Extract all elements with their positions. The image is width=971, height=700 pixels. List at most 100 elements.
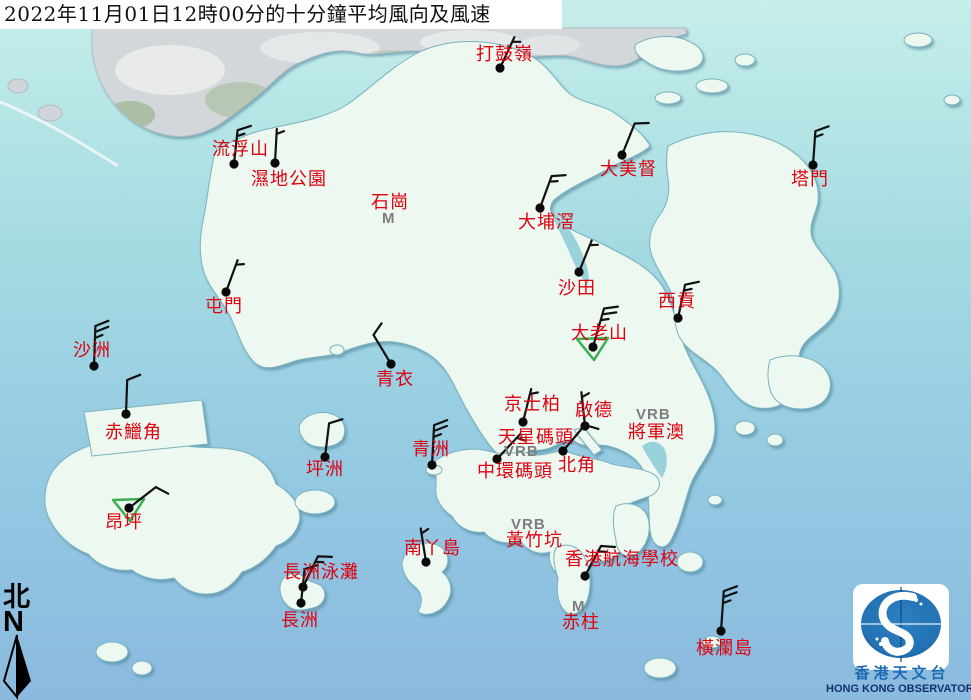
north-label-letter: N — [3, 606, 24, 638]
station-status-text: VRB — [504, 443, 539, 460]
wind-barb — [419, 527, 430, 564]
station-label: 啟德 — [575, 400, 613, 421]
station-label: 赤鱲角 — [105, 422, 162, 443]
wind-barb — [232, 124, 252, 166]
bridge-line — [0, 100, 119, 168]
station-label: 香港航海學校 — [565, 549, 679, 570]
station-label: 中環碼頭 — [477, 461, 553, 482]
station-label: 黃竹坑 — [506, 530, 563, 551]
wind-barb — [538, 174, 567, 210]
stanley-peninsula — [553, 544, 591, 615]
station-dot — [558, 446, 568, 456]
station-label: 橫瀾島 — [696, 638, 753, 659]
wind-barb — [620, 121, 650, 157]
station-dot — [121, 409, 131, 419]
wind-barb — [224, 259, 245, 294]
gust-triangle-marker — [111, 497, 146, 523]
wind-barb — [583, 544, 617, 578]
station-dot — [580, 571, 590, 581]
station-dot — [535, 203, 545, 213]
wind-barb — [498, 36, 522, 70]
station-dot — [808, 160, 818, 170]
wind-barb — [299, 563, 319, 605]
lamma-island — [401, 542, 452, 615]
station-dot — [229, 159, 239, 169]
airport-platform — [83, 399, 209, 457]
wind-barb — [591, 305, 619, 349]
wind-barb — [580, 391, 590, 428]
station-label: 西貢 — [658, 291, 696, 312]
wind-barb — [323, 418, 344, 459]
station-label: 長洲泳灘 — [283, 562, 359, 583]
wind-barb — [561, 423, 600, 453]
hko-logo — [853, 584, 949, 670]
hko-logo-icon — [860, 587, 942, 662]
station-dot — [270, 158, 280, 168]
station-dot — [574, 267, 584, 277]
station-label: 打鼓嶺 — [476, 44, 533, 65]
wind-barb — [127, 486, 170, 510]
hko-name-chinese: 香港天文台 — [854, 665, 950, 682]
station-label: 流浮山 — [212, 139, 269, 160]
station-dot — [716, 626, 726, 636]
station-dot — [495, 63, 505, 73]
station-label: 塔門 — [791, 169, 829, 190]
station-status-text: VRB — [636, 406, 671, 423]
wind-barb — [495, 433, 526, 461]
station-dot — [221, 287, 231, 297]
station-dot — [588, 342, 598, 352]
north-label-cjk: 北 — [3, 582, 30, 613]
station-dot — [296, 598, 306, 608]
compass-needle-icon — [2, 634, 31, 700]
wind-barb — [273, 127, 286, 165]
station-label: 天星碼頭 — [498, 427, 574, 448]
station-dot — [518, 417, 528, 427]
station-label: 北角 — [558, 455, 596, 476]
wind-barb — [301, 555, 333, 589]
wind-barb — [577, 239, 599, 274]
station-label: 坪洲 — [306, 459, 344, 480]
station-label: 石崗 — [371, 192, 409, 213]
station-dot — [617, 150, 627, 160]
hko-name-english: HONG KONG OBSERVATORY — [826, 683, 971, 695]
station-dot — [386, 359, 396, 369]
wind-barb — [811, 125, 830, 167]
station-label: 赤柱 — [562, 612, 600, 633]
station-label: 南丫島 — [404, 538, 461, 559]
wind-barb — [430, 419, 449, 467]
station-label: 濕地公園 — [251, 169, 327, 190]
station-label: 屯門 — [205, 296, 243, 317]
station-dot — [320, 452, 330, 462]
station-dot — [421, 557, 431, 567]
station-label: 大老山 — [571, 323, 628, 344]
station-label: 大美督 — [600, 159, 657, 180]
station-label: 青洲 — [412, 439, 450, 460]
kai-tak-runway — [573, 426, 603, 456]
wind-barb — [676, 280, 700, 320]
station-dot — [124, 503, 134, 513]
station-label: 昂坪 — [105, 512, 143, 533]
wind-barb — [372, 322, 393, 366]
station-label: 大埔滘 — [518, 212, 575, 233]
wind-barb — [124, 373, 142, 416]
wind-barb — [92, 319, 110, 368]
wind-barb — [719, 585, 739, 633]
map-title: 2022年11月01日12時00分的十分鐘平均風向及風速 — [0, 0, 562, 29]
wind-barb — [521, 387, 539, 424]
station-label: 長洲 — [281, 610, 319, 631]
station-label: 京士柏 — [504, 394, 561, 415]
station-status-text: M — [382, 210, 396, 227]
land-masses — [44, 32, 961, 679]
station-label: 沙洲 — [73, 340, 111, 361]
station-label: 將軍澳 — [628, 422, 685, 443]
station-status-text: M — [572, 598, 586, 615]
station-dot — [673, 313, 683, 323]
station-label: 青衣 — [376, 369, 414, 390]
station-dot — [427, 460, 437, 470]
station-label: 沙田 — [558, 278, 596, 299]
station-dot — [89, 361, 99, 371]
